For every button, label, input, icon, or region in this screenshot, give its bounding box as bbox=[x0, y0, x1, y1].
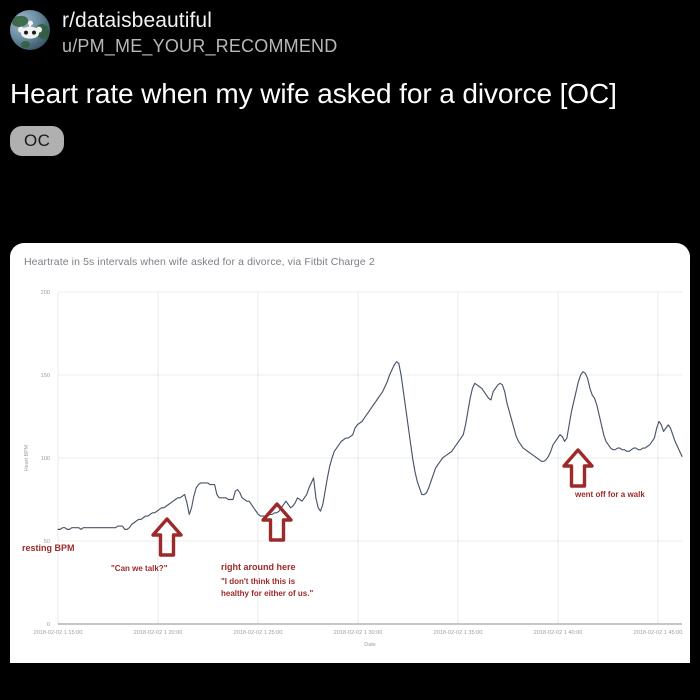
x-tick-label: 2018-02-02 1 40:00 bbox=[534, 630, 583, 636]
status-badge: OC bbox=[10, 126, 65, 156]
x-tick-label: 2018-02-02 1 25:00 bbox=[234, 630, 283, 636]
globe-landmass-icon bbox=[12, 16, 28, 27]
reddit-snoo-icon bbox=[18, 20, 42, 39]
annotation-arrow-up-icon bbox=[562, 448, 594, 488]
globe-landmass-icon bbox=[21, 41, 30, 48]
y-tick-label: 200 bbox=[41, 290, 50, 296]
x-axis-title: Date bbox=[364, 642, 375, 648]
post-header-text: r/dataisbeautiful u/PM_ME_YOUR_RECOMMEND bbox=[62, 6, 337, 58]
chart-card: Heartrate in 5s intervals when wife aske… bbox=[10, 243, 690, 663]
x-tick-label: 2018-02-02 1 20:00 bbox=[134, 630, 183, 636]
annotation-right-around-here-quote-line2: healthy for either of us." bbox=[221, 589, 314, 598]
y-tick-label: 0 bbox=[47, 622, 50, 628]
annotation-can-we-talk: "Can we talk?" bbox=[111, 564, 168, 573]
x-tick-label: 2018-02-02 1 15:00 bbox=[34, 630, 83, 636]
y-tick-label: 50 bbox=[44, 539, 50, 545]
badge-row: OC bbox=[0, 112, 700, 156]
annotation-resting-bpm: resting BPM bbox=[22, 543, 75, 553]
subreddit-name[interactable]: r/dataisbeautiful bbox=[62, 9, 212, 32]
heart-rate-series-line bbox=[57, 361, 683, 530]
page-title: Heart rate when my wife asked for a divo… bbox=[10, 78, 617, 109]
grid-horizontal bbox=[58, 291, 682, 542]
avatar[interactable] bbox=[10, 10, 50, 50]
x-axis-ticks: 2018-02-02 1 15:00 2018-02-02 1 20:00 20… bbox=[34, 630, 683, 636]
annotation-arrow-up-icon bbox=[151, 517, 183, 557]
post-header: r/dataisbeautiful u/PM_ME_YOUR_RECOMMEND bbox=[0, 0, 700, 58]
heart-rate-line-chart: 200 150 100 50 0 Heart BPM 2018-02-02 1 … bbox=[24, 290, 683, 648]
x-tick-label: 2018-02-02 1 30:00 bbox=[334, 630, 383, 636]
post-author[interactable]: u/PM_ME_YOUR_RECOMMEND bbox=[62, 36, 338, 56]
grid-vertical bbox=[57, 292, 659, 624]
annotation-right-around-here: right around here bbox=[221, 562, 296, 572]
y-axis-ticks: 200 150 100 50 0 bbox=[41, 290, 50, 628]
x-tick-label: 2018-02-02 1 35:00 bbox=[434, 630, 483, 636]
y-tick-label: 150 bbox=[41, 373, 50, 379]
y-axis-title: Heart BPM bbox=[24, 444, 30, 471]
annotation-went-off-for-a-walk: went off for a walk bbox=[575, 490, 645, 499]
y-tick-label: 100 bbox=[41, 456, 50, 462]
annotation-right-around-here-quote-line1: "I don't think this is bbox=[221, 577, 296, 586]
annotation-arrow-up-icon bbox=[261, 502, 293, 542]
chart-title: Heartrate in 5s intervals when wife aske… bbox=[24, 256, 375, 268]
x-tick-label: 2018-02-02 1 45:00 bbox=[634, 630, 683, 636]
